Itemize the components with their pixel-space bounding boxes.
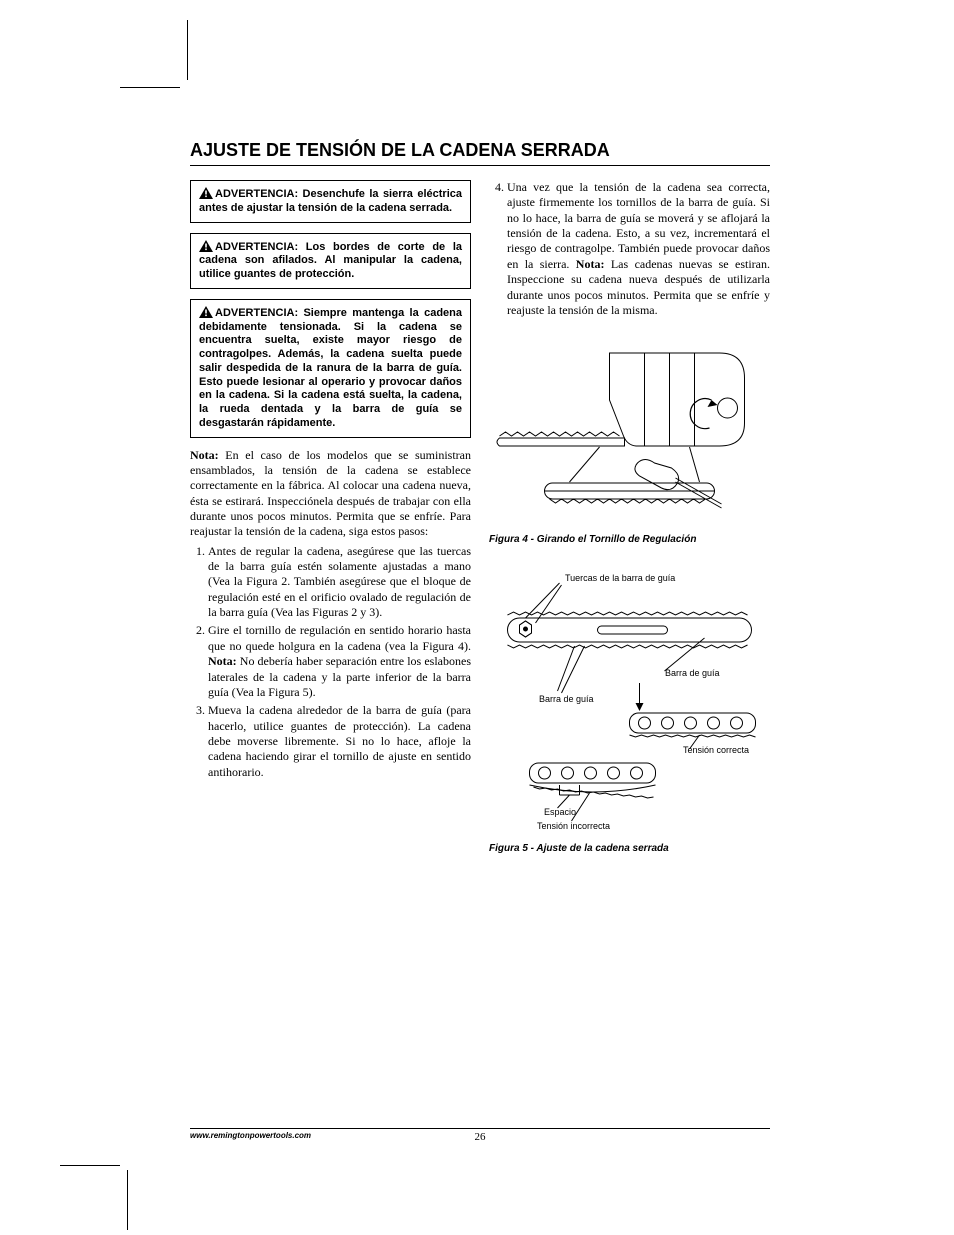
warning-icon bbox=[199, 240, 213, 252]
fig5-label-bar1: Barra de guía bbox=[665, 668, 720, 678]
fig5-label-gap: Espacio bbox=[544, 807, 576, 817]
step-2-text-b: No debería haber separación entre los es… bbox=[208, 654, 471, 699]
steps-list: Antes de regular la cadena, asegúrese qu… bbox=[190, 544, 471, 780]
footer-page-number: 26 bbox=[475, 1131, 486, 1143]
warning-text: ADVERTENCIA: Desenchufe la sierra eléctr… bbox=[199, 188, 462, 214]
fig5-label-nuts: Tuercas de la barra de guía bbox=[565, 573, 675, 583]
fig5-label-bar2: Barra de guía bbox=[539, 694, 594, 704]
warning-text: ADVERTENCIA: Siempre mantenga la cadena … bbox=[199, 307, 462, 429]
note-label: Nota: bbox=[190, 448, 219, 462]
note-paragraph: Nota: En el caso de los modelos que se s… bbox=[190, 448, 471, 540]
step-3: Mueva la cadena alrededor de la barra de… bbox=[208, 703, 471, 780]
warning-icon bbox=[199, 306, 213, 318]
warning-box-3: ADVERTENCIA: Siempre mantenga la cadena … bbox=[190, 299, 471, 438]
warning-icon bbox=[199, 187, 213, 199]
two-column-layout: ADVERTENCIA: Desenchufe la sierra eléctr… bbox=[190, 180, 770, 872]
left-column: ADVERTENCIA: Desenchufe la sierra eléctr… bbox=[190, 180, 471, 872]
step-2-text-a: Gire el tornillo de regulación en sentid… bbox=[208, 623, 471, 652]
step-2: Gire el tornillo de regulación en sentid… bbox=[208, 623, 471, 700]
page-content: AJUSTE DE TENSIÓN DE LA CADENA SERRADA A… bbox=[190, 140, 770, 872]
warning-box-2: ADVERTENCIA: Los bordes de corte de la c… bbox=[190, 233, 471, 289]
right-column: Una vez que la tensión de la cadena sea … bbox=[489, 180, 770, 872]
warning-text: ADVERTENCIA: Los bordes de corte de la c… bbox=[199, 241, 462, 281]
step-2-note-label: Nota: bbox=[208, 654, 237, 668]
step-4-note-label: Nota: bbox=[576, 257, 605, 271]
figure-5: Tuercas de la barra de guía Barra de guí… bbox=[489, 563, 770, 833]
page-footer: www.remingtonpowertools.com 26 bbox=[190, 1128, 770, 1140]
step-1: Antes de regular la cadena, asegúrese qu… bbox=[208, 544, 471, 621]
section-heading: AJUSTE DE TENSIÓN DE LA CADENA SERRADA bbox=[190, 140, 770, 166]
fig5-label-correct: Tensión correcta bbox=[683, 745, 749, 755]
figure-5-caption: Figura 5 - Ajuste de la cadena serrada bbox=[489, 843, 770, 854]
figure-4 bbox=[489, 328, 770, 528]
figure-4-caption: Figura 4 - Girando el Tornillo de Regula… bbox=[489, 534, 770, 545]
warning-box-1: ADVERTENCIA: Desenchufe la sierra eléctr… bbox=[190, 180, 471, 223]
step-4: Una vez que la tensión de la cadena sea … bbox=[507, 180, 770, 318]
steps-list-cont: Una vez que la tensión de la cadena sea … bbox=[489, 180, 770, 318]
footer-url: www.remingtonpowertools.com bbox=[190, 1131, 311, 1140]
note-body: En el caso de los modelos que se suminis… bbox=[190, 448, 471, 539]
fig5-label-incorrect: Tensión incorrecta bbox=[537, 821, 610, 831]
